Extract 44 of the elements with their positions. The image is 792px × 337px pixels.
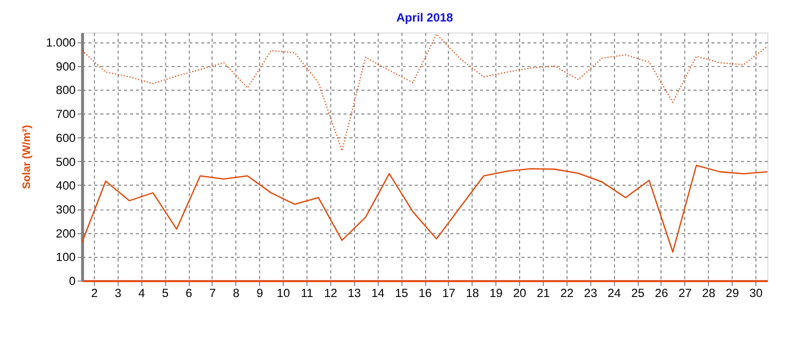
x-tick-label: 13 bbox=[348, 286, 362, 300]
x-tick-label: 11 bbox=[300, 286, 314, 300]
y-tick-label: 900 bbox=[56, 59, 76, 74]
line-series bbox=[81, 164, 768, 253]
chart-title: April 2018 bbox=[396, 10, 454, 25]
x-tick-label: 14 bbox=[371, 286, 385, 300]
y-tick-label: 700 bbox=[56, 107, 76, 122]
y-tick-label: 600 bbox=[56, 130, 76, 145]
x-tick-label: 5 bbox=[162, 286, 169, 300]
x-tick-label: 24 bbox=[608, 286, 622, 300]
x-tick-label: 25 bbox=[631, 286, 645, 300]
x-tick-label: 27 bbox=[678, 286, 692, 300]
x-tick-label: 3 bbox=[114, 286, 122, 300]
y-tick-label: 300 bbox=[56, 202, 76, 216]
x-tick-label: 17 bbox=[442, 286, 456, 300]
y-tick-label: 1.000 bbox=[46, 35, 76, 50]
x-tick-label: 21 bbox=[536, 286, 550, 300]
y-axis-title: Solar (W/m²) bbox=[21, 124, 34, 190]
x-tick-label: 10 bbox=[276, 286, 290, 300]
y-tick-label: 800 bbox=[56, 83, 76, 98]
x-tick-label: 2 bbox=[91, 286, 98, 300]
line-series bbox=[81, 33, 768, 152]
x-tick-label: 9 bbox=[256, 286, 264, 300]
x-tick-label: 4 bbox=[138, 286, 146, 300]
x-tick-label: 15 bbox=[394, 286, 409, 300]
x-tick-label: 30 bbox=[749, 286, 763, 300]
x-tick-label: 22 bbox=[560, 286, 574, 300]
x-tick-label: 16 bbox=[418, 286, 432, 300]
x-tick-label: 23 bbox=[584, 286, 598, 300]
x-tick-label: 20 bbox=[513, 286, 527, 300]
x-tick-label: 19 bbox=[489, 286, 504, 300]
y-tick-label: 500 bbox=[56, 154, 76, 169]
x-tick-label: 8 bbox=[232, 286, 240, 300]
x-tick-label: 26 bbox=[654, 286, 668, 300]
x-tick-label: 6 bbox=[186, 286, 193, 300]
y-tick-label: 100 bbox=[56, 250, 76, 264]
x-tick-label: 18 bbox=[466, 286, 480, 300]
y-tick-label: 200 bbox=[56, 226, 76, 240]
y-tick-label: 0 bbox=[69, 274, 76, 288]
x-tick-label: 7 bbox=[209, 286, 216, 300]
x-tick-label: 12 bbox=[324, 286, 338, 300]
y-tick-label: 400 bbox=[56, 178, 76, 193]
x-tick-label: 29 bbox=[726, 286, 740, 300]
x-tick-label: 28 bbox=[702, 286, 716, 300]
